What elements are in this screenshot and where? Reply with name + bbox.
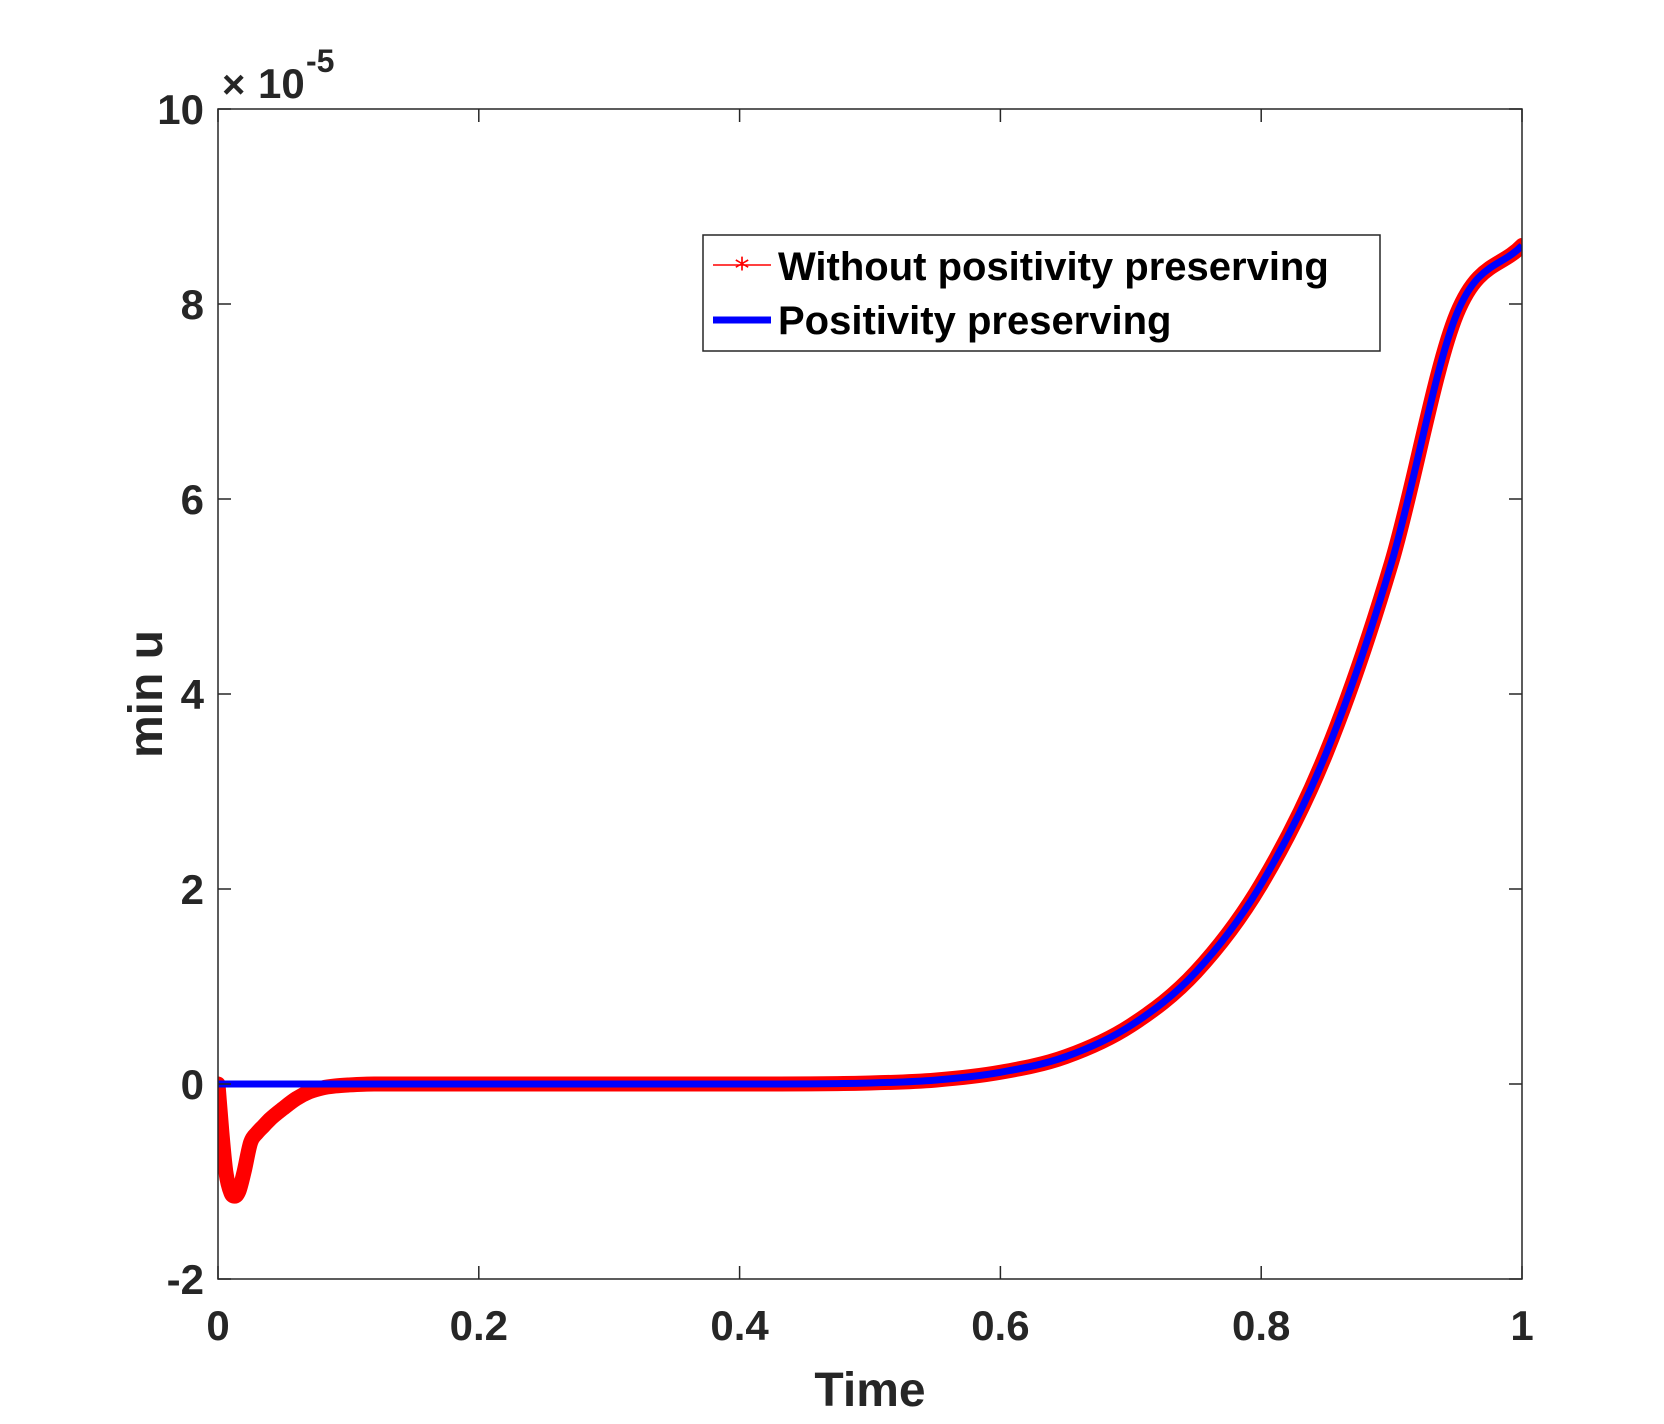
exponent-base: 10 bbox=[258, 60, 305, 107]
y-exponent: × 10 -5 bbox=[222, 43, 334, 107]
x-tick-label: 0 bbox=[206, 1302, 229, 1349]
legend-label-without-positivity: Without positivity preserving bbox=[778, 245, 1329, 289]
y-tick-label: 10 bbox=[157, 86, 204, 133]
x-tick-label: 0.2 bbox=[450, 1302, 508, 1349]
y-tick-label: 8 bbox=[181, 281, 204, 328]
legend-marker-asterisk: * bbox=[735, 252, 750, 287]
legend-label-positivity: Positivity preserving bbox=[778, 299, 1171, 343]
y-tick-label: 0 bbox=[181, 1061, 204, 1108]
x-tick-label: 1 bbox=[1510, 1302, 1533, 1349]
y-tick-label: 2 bbox=[181, 866, 204, 913]
x-tick-label: 0.4 bbox=[710, 1302, 769, 1349]
exponent-power: -5 bbox=[306, 43, 334, 79]
y-tick-label: -2 bbox=[167, 1256, 204, 1303]
y-tick-label: 4 bbox=[181, 671, 205, 718]
times-sign: × bbox=[222, 63, 245, 107]
x-axis-title: Time bbox=[814, 1364, 925, 1417]
y-tick-label: 6 bbox=[181, 476, 204, 523]
x-tick-label: 0.6 bbox=[971, 1302, 1029, 1349]
legend-box bbox=[702, 234, 1381, 352]
y-axis-title: min u bbox=[120, 630, 173, 758]
legend: * Without positivity preserving Positivi… bbox=[702, 234, 1381, 352]
series-layer bbox=[218, 238, 1522, 1204]
series-line-positivity bbox=[218, 243, 1522, 1088]
x-tick-label: 0.8 bbox=[1232, 1302, 1290, 1349]
